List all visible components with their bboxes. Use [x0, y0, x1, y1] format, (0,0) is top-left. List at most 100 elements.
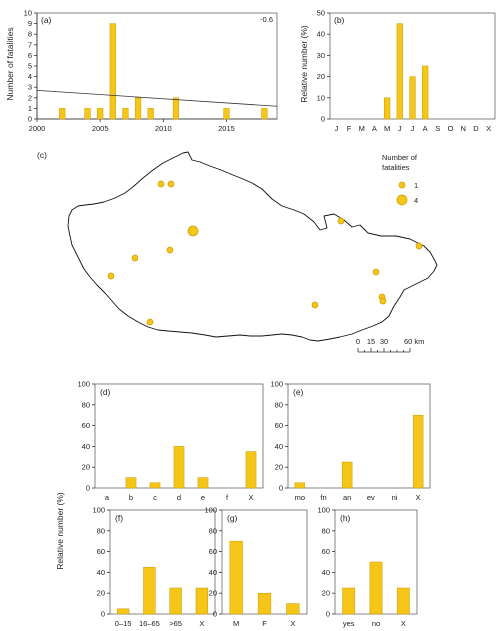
panel-e-ytick-label: 40: [275, 442, 283, 451]
panel-e: (e) 0 20 40 60 80 100 mo fn an ev ni X: [270, 380, 431, 502]
panel-b-label: (b): [334, 15, 345, 25]
panel-a-ylabel: Number of fatalities: [5, 27, 15, 100]
panel-c-label: (c): [37, 150, 47, 160]
panel-f-bar: [143, 566, 156, 615]
panel-d-bar: [197, 477, 209, 489]
panel-b-monthly-distribution-xtick-label: J: [411, 124, 415, 133]
map-fatality-marker: [131, 254, 139, 262]
panel-b-monthly-distribution-bar: [384, 97, 391, 120]
map-fatality-marker: [379, 297, 387, 305]
panel-a-xtick-label: 2015: [218, 124, 235, 133]
panel-f-xtick-label: 0–15: [115, 619, 132, 628]
panel-e-frame: [287, 383, 431, 489]
panel-f-xtick-label: 16–65: [139, 619, 160, 628]
map-legend-marker-4: [396, 194, 408, 206]
map-legend-title-line2: fatalities: [382, 163, 410, 172]
panel-h-bar: [396, 587, 410, 615]
panel-g-ytick-label: 80: [209, 526, 217, 535]
panel-a-xtick-label: 2005: [92, 124, 109, 133]
panel-b-monthly-distribution-xtick-label: M: [384, 124, 390, 133]
panel-d: (d) 0 20 40 60 80 100 a b c d e f X: [77, 380, 264, 502]
panel-e-ytick-label: 80: [275, 400, 283, 409]
panel-b-monthly-distribution-ytick-label: 30: [317, 51, 325, 60]
panel-d-xtick-label: f: [226, 493, 229, 502]
panel-h-xtick-label: yes: [343, 619, 355, 628]
panel-g-bar: [286, 603, 300, 615]
panel-a-ytick-label: 1: [28, 104, 32, 113]
panel-h-xtick-label: X: [401, 619, 406, 628]
panel-h-ytick-label: 100: [317, 506, 330, 515]
panel-b-monthly-distribution-ytick-label: 10: [317, 93, 325, 102]
panel-a-bar: [147, 108, 154, 120]
map-fatality-marker: [187, 225, 199, 237]
panel-h-ytick-label: 60: [322, 547, 330, 556]
panel-f-bar: [195, 587, 209, 615]
panel-d-xtick-label: X: [248, 493, 253, 502]
panel-d-bar: [149, 482, 161, 489]
panel-f-ytick-label: 100: [92, 506, 105, 515]
map-fatality-marker: [372, 268, 380, 276]
panel-h-ytick-label: 20: [322, 589, 330, 598]
panel-b-monthly-distribution-xtick-label: M: [359, 124, 365, 133]
panel-a-bar: [97, 108, 104, 120]
panel-c-map: (c) Number of fatalities 1 4 0 15 30 60 …: [37, 150, 438, 353]
panel-a-ytick-label: 7: [28, 40, 32, 49]
panel-g: (g) 0 20 40 60 80 100 M F X: [204, 506, 308, 628]
panel-e-ytick-label: 20: [275, 463, 283, 472]
panel-e-xtick-label: an: [343, 493, 351, 502]
panel-e-xtick-label: ni: [392, 493, 398, 502]
panel-g-ytick-label: 40: [209, 568, 217, 577]
map-legend-title-line1: Number of: [382, 153, 418, 162]
panel-d-xtick-label: b: [129, 493, 133, 502]
map-legend-marker-1: [398, 181, 406, 189]
panel-h-xtick-label: no: [372, 619, 380, 628]
panel-a-bar: [109, 23, 116, 120]
panel-b-monthly-distribution-xtick-label: J: [334, 124, 338, 133]
panel-a-bar: [134, 97, 142, 120]
map-legend-label-4: 4: [414, 196, 418, 205]
panel-b-monthly-distribution-xtick-label: N: [461, 124, 466, 133]
panel-e-xtick-label: ev: [367, 493, 375, 502]
panel-e-bar: [294, 482, 306, 489]
panel-f: (f) 0 20 40 60 80 100 0–15 16–65 >65 X: [92, 506, 216, 628]
panel-b-monthly-distribution-xtick-label: D: [473, 124, 479, 133]
scale-tick-30: 30: [380, 337, 388, 346]
map-fatality-marker: [166, 246, 174, 254]
panel-h: (h) 0 20 40 60 80 100 yes no X: [317, 506, 418, 628]
panel-d-ytick-label: 20: [82, 463, 90, 472]
panel-f-ytick-label: 60: [97, 547, 105, 556]
panel-b-monthly-distribution-xtick-label: X: [486, 124, 491, 133]
panel-a-bar: [261, 108, 268, 120]
panel-g-bar: [257, 592, 272, 615]
panel-e-xtick-label: X: [416, 493, 421, 502]
panel-b-monthly-distribution-xtick-label: O: [448, 124, 454, 133]
panel-g-bar: [229, 540, 243, 615]
panel-d-bar: [173, 446, 185, 489]
panel-a-xtick-label: 2000: [29, 124, 46, 133]
lower-ylabel: Relative number (%): [55, 492, 65, 570]
panel-h-bar: [342, 587, 356, 615]
map-fatality-marker: [337, 217, 345, 225]
panel-e-ytick-label: 0: [279, 484, 283, 493]
panel-f-frame: [109, 509, 216, 615]
panel-a-ytick-label: 3: [28, 83, 32, 92]
panel-a-fatalities-by-year: Number of fatalities (a) -0.6 0 1 23 45 6 78 9…: [5, 9, 278, 133]
panel-a-label: (a): [41, 15, 52, 25]
panel-g-ytick-label: 100: [204, 506, 217, 515]
scale-tick-15: 15: [367, 337, 375, 346]
panel-b-monthly-distribution-bar: [409, 76, 416, 120]
panel-d-ytick-label: 0: [86, 484, 90, 493]
panel-a-xtick-label: 2010: [155, 124, 172, 133]
panel-a-bar: [172, 97, 180, 120]
panel-h-ytick-label: 40: [322, 568, 330, 577]
panel-e-xtick-label: fn: [320, 493, 326, 502]
panel-b-monthly-distribution-xtick-label: A: [372, 124, 377, 133]
panel-f-bar: [169, 587, 182, 615]
panel-d-label: (d): [100, 387, 111, 397]
panel-b-ylabel: Relative number (%): [299, 25, 309, 103]
panel-b-monthly-distribution-xtick-label: J: [398, 124, 402, 133]
map-fatality-marker: [311, 301, 319, 309]
panel-a-ytick-label: 5: [28, 62, 32, 71]
panel-a-bar: [122, 108, 129, 120]
panel-h-ytick-label: 80: [322, 526, 330, 535]
